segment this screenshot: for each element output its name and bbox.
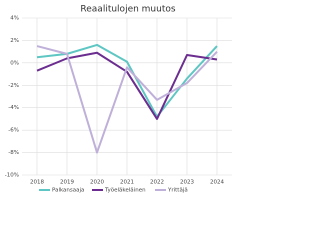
y-tick-label: -8% <box>8 150 19 156</box>
y-tick-label: 2% <box>10 38 19 44</box>
x-tick-label: 2024 <box>210 180 224 186</box>
y-tick-label: -2% <box>8 83 19 89</box>
y-tick-label: 0% <box>10 60 19 66</box>
series-line <box>36 51 218 120</box>
series-line <box>36 45 218 154</box>
legend-label: Palkansaaja <box>52 188 84 194</box>
x-tick-label: 2020 <box>90 180 104 186</box>
x-tick-label: 2023 <box>180 180 194 186</box>
y-tick-label: -10% <box>5 173 19 179</box>
chart-title: Reaalitulojen muutos <box>80 5 175 15</box>
y-tick-label: -4% <box>8 105 19 111</box>
y-tick-label: -6% <box>8 128 19 134</box>
x-tick-label: 2022 <box>150 180 164 186</box>
legend-label: Työeläkeläinen <box>104 188 146 194</box>
chart: Reaalitulojen muutos 4% 2% 0% -2% -4% -6% -8% -… <box>5 5 232 194</box>
x-tick-label: 2021 <box>120 180 134 186</box>
x-tick-label: 2019 <box>60 180 74 186</box>
x-tick-label: 2018 <box>30 180 44 186</box>
legend-label: Yrittäjä <box>167 188 188 194</box>
y-tick-label: 4% <box>10 16 19 22</box>
